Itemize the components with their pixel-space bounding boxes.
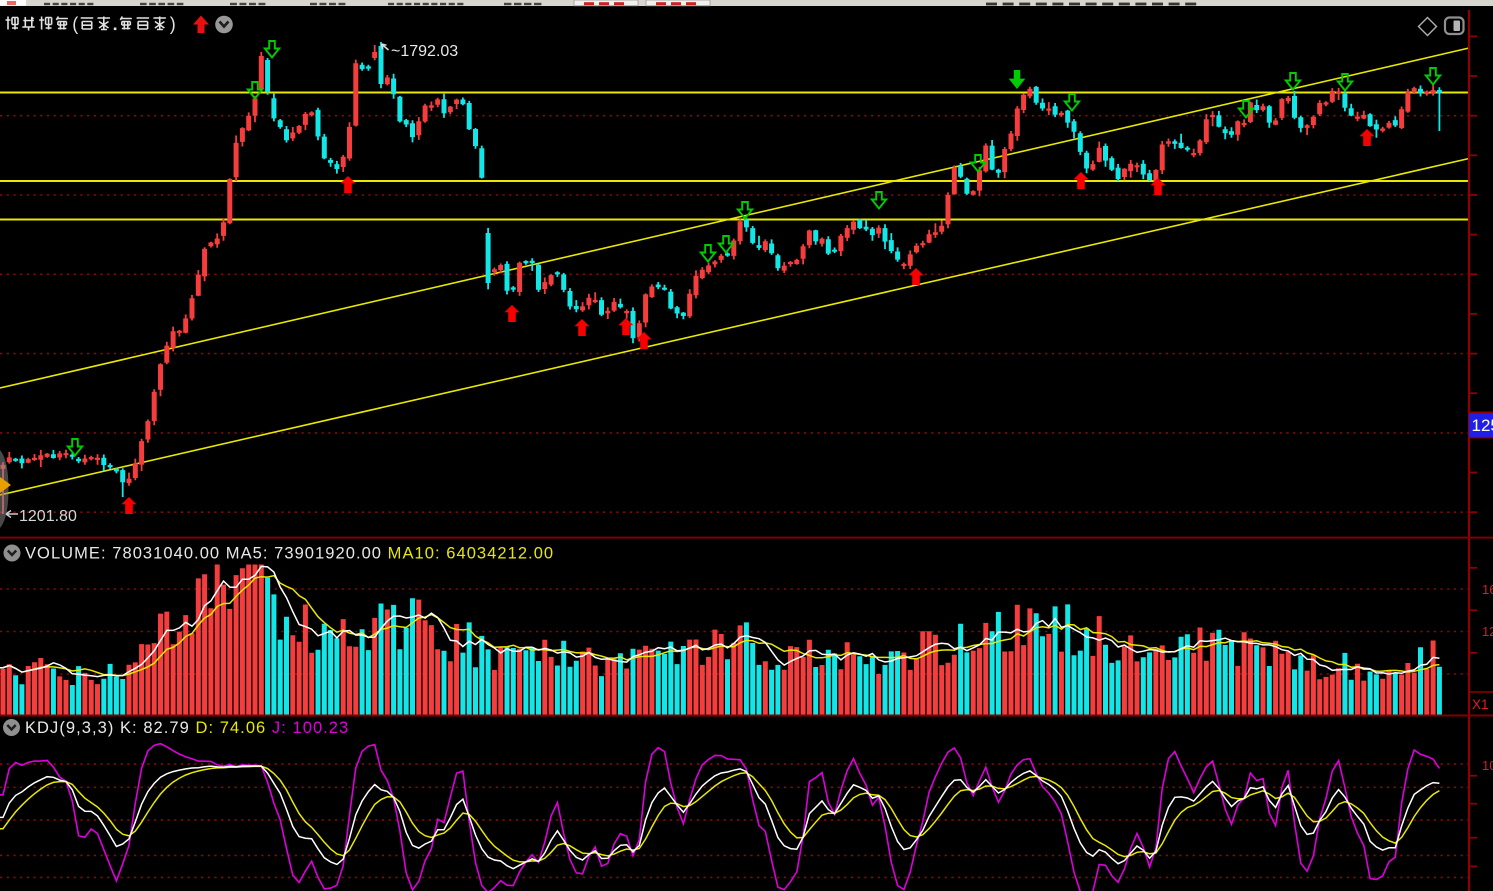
svg-text:10: 10	[1482, 758, 1493, 773]
svg-text:KDJ(9,3,3) K: 82.79 D: 74.06: KDJ(9,3,3) K: 82.79 D: 74.06 J: 100.23	[25, 719, 349, 737]
svg-text:(: (	[72, 14, 78, 34]
svg-text:16: 16	[1482, 582, 1493, 597]
svg-text:X1: X1	[1472, 697, 1489, 712]
svg-text:125: 125	[1472, 416, 1493, 435]
svg-text:12: 12	[1482, 624, 1493, 639]
svg-text:): )	[170, 14, 176, 34]
svg-text:~1792.03: ~1792.03	[391, 43, 458, 60]
svg-text:VOLUME: 78031040.00 MA5: 7390: VOLUME: 78031040.00 MA5: 73901920.00 MA1…	[25, 545, 554, 563]
svg-text:1201.80: 1201.80	[19, 508, 77, 525]
